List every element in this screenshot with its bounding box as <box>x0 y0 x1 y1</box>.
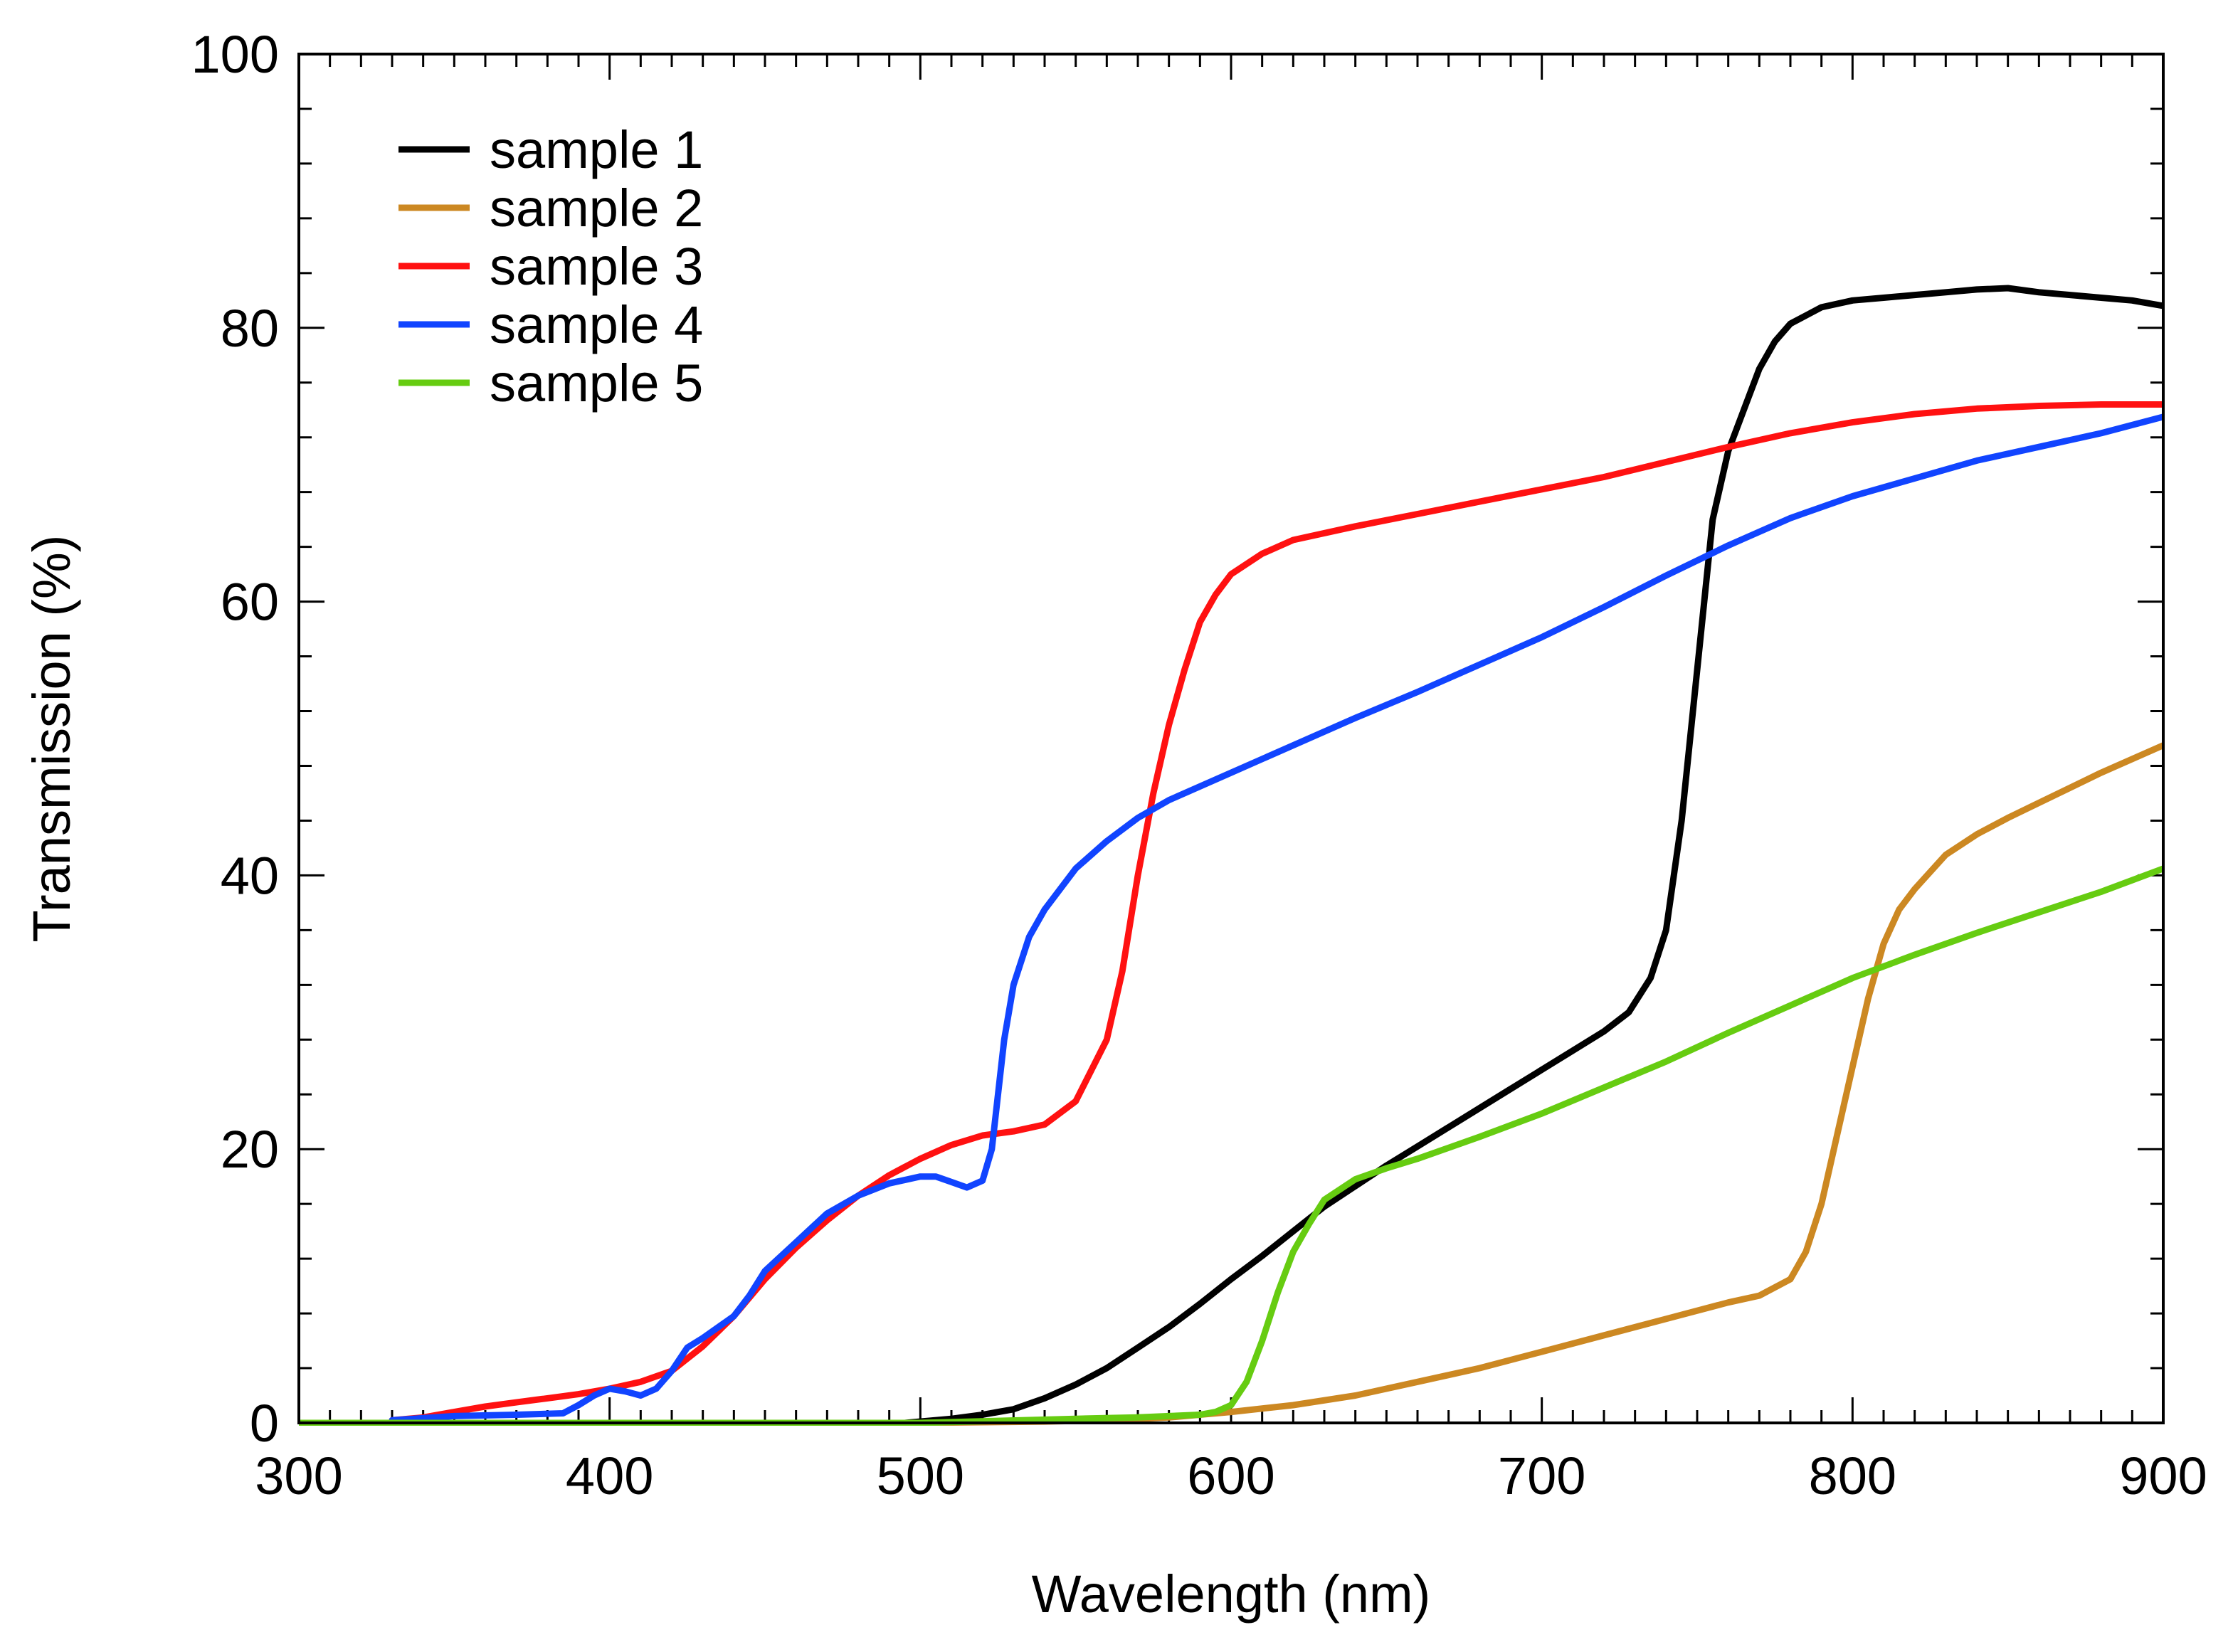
series-lines <box>299 285 2163 1426</box>
x-tick-label: 300 <box>255 1446 342 1505</box>
y-tick-label: 100 <box>191 25 279 84</box>
legend-label-sample-5: sample 5 <box>490 354 703 413</box>
y-tick-label: 20 <box>221 1120 279 1179</box>
x-axis-title: Wavelength (nm) <box>1032 1564 1431 1624</box>
x-tick-label: 700 <box>1498 1446 1585 1505</box>
y-tick-label: 40 <box>221 846 279 905</box>
y-axis-title: Transmission (%) <box>22 535 81 943</box>
series-line-sample-1 <box>902 285 2163 1426</box>
series-line-sample-4 <box>389 413 2163 1424</box>
x-tick-label: 500 <box>877 1446 964 1505</box>
x-tick-label: 600 <box>1187 1446 1274 1505</box>
legend-label-sample-3: sample 3 <box>490 237 703 296</box>
legend-label-sample-1: sample 1 <box>490 120 703 179</box>
x-tick-label: 900 <box>2119 1446 2207 1505</box>
x-tick-label: 800 <box>1809 1446 1896 1505</box>
tick-labels: 300 400 500 600 700 800 900 0 20 40 60 80 100 <box>191 25 2207 1505</box>
y-tick-label: 80 <box>221 299 279 358</box>
series-line-sample-3 <box>389 401 2163 1424</box>
series-line-sample-5 <box>299 865 2163 1426</box>
x-tick-label: 400 <box>566 1446 653 1505</box>
y-tick-label: 60 <box>221 573 279 632</box>
plot-frame <box>297 53 2165 1424</box>
legend-label-sample-2: sample 2 <box>490 179 703 238</box>
legend-label-sample-4: sample 4 <box>490 295 703 354</box>
y-tick-label: 0 <box>250 1394 279 1453</box>
